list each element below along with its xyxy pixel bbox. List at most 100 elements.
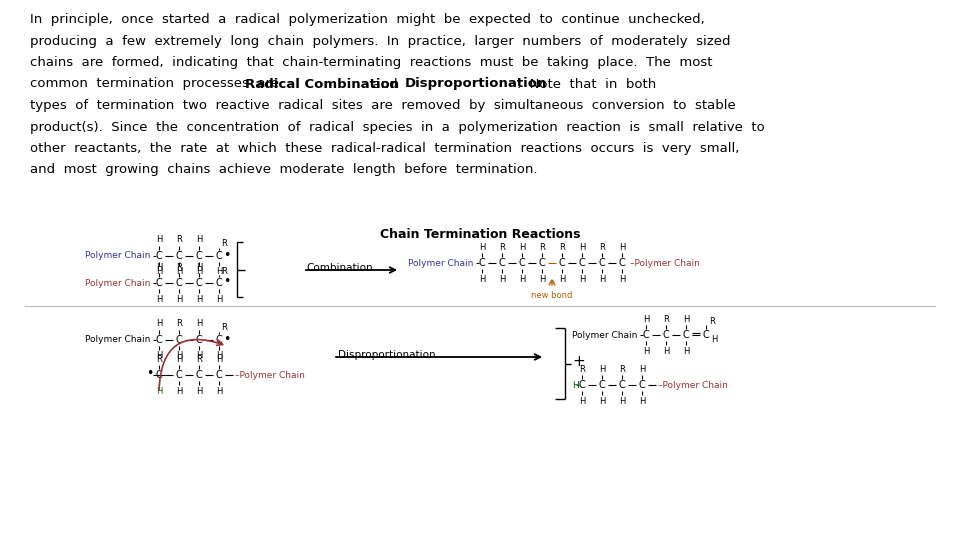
Text: H: H [196, 262, 203, 272]
Text: H: H [156, 320, 162, 328]
Text: H: H [176, 352, 182, 361]
Text: Polymer Chain: Polymer Chain [85, 252, 151, 260]
Text: C: C [216, 370, 223, 380]
Text: H: H [579, 242, 586, 252]
Text: H: H [196, 352, 203, 361]
Text: H: H [518, 242, 525, 252]
Text: C: C [642, 330, 649, 340]
Text: C: C [638, 380, 645, 390]
Text: H: H [599, 274, 605, 284]
Text: R: R [221, 267, 227, 275]
Text: H: H [156, 294, 162, 303]
Text: C: C [156, 370, 162, 380]
Text: R: R [579, 364, 585, 374]
Text: H: H [710, 334, 717, 343]
Text: R: R [156, 354, 162, 363]
Text: H: H [216, 354, 222, 363]
Text: C: C [216, 278, 223, 288]
Text: C: C [579, 258, 586, 268]
Text: and: and [364, 78, 406, 91]
Text: C: C [196, 251, 203, 261]
Text: C: C [618, 258, 625, 268]
Text: H: H [539, 274, 545, 284]
Text: H: H [196, 294, 203, 303]
Text: Disproportionation: Disproportionation [338, 350, 436, 360]
Text: –Polymer Chain: –Polymer Chain [658, 381, 728, 389]
Text: Chain Termination Reactions: Chain Termination Reactions [380, 228, 580, 241]
Text: H: H [216, 267, 222, 276]
Text: Polymer Chain: Polymer Chain [85, 279, 151, 287]
Text: H: H [156, 267, 162, 276]
Text: H: H [643, 314, 649, 323]
Text: H: H [619, 274, 625, 284]
Text: H: H [196, 320, 203, 328]
Text: H: H [518, 274, 525, 284]
Text: R: R [221, 323, 227, 333]
Text: H: H [619, 396, 625, 406]
Text: H: H [216, 352, 222, 361]
Text: R: R [176, 320, 182, 328]
Text: H: H [579, 396, 586, 406]
Text: R: R [176, 235, 182, 245]
Text: C: C [176, 370, 182, 380]
Text: other  reactants,  the  rate  at  which  these  radical-radical  termination  re: other reactants, the rate at which these… [30, 142, 739, 155]
Text: types  of  termination  two  reactive  radical  sites  are  removed  by  simulta: types of termination two reactive radica… [30, 99, 735, 112]
Text: H: H [579, 274, 586, 284]
Text: C: C [662, 330, 669, 340]
Text: producing  a  few  extremely  long  chain  polymers.  In  practice,  larger  num: producing a few extremely long chain pol… [30, 35, 731, 48]
Text: H: H [216, 294, 222, 303]
Text: C: C [216, 335, 223, 345]
Text: H: H [176, 387, 182, 395]
Text: H: H [196, 387, 203, 395]
Text: and  most  growing  chains  achieve  moderate  length  before  termination.: and most growing chains achieve moderate… [30, 164, 538, 177]
Text: C: C [156, 335, 162, 345]
Text: H: H [619, 242, 625, 252]
Text: H: H [156, 262, 162, 272]
Text: H: H [683, 347, 689, 355]
Text: H: H [643, 347, 649, 355]
Text: R: R [599, 242, 605, 252]
Text: H: H [559, 274, 565, 284]
Text: C: C [559, 258, 565, 268]
Text: C: C [498, 258, 505, 268]
Text: C: C [216, 251, 223, 261]
Text: R: R [619, 364, 625, 374]
Text: Polymer Chain: Polymer Chain [408, 259, 473, 267]
Text: H: H [572, 381, 579, 389]
Text: H: H [599, 364, 605, 374]
Text: C: C [599, 380, 606, 390]
Text: Polymer Chain: Polymer Chain [85, 335, 151, 345]
Text: H: H [638, 396, 645, 406]
Text: –Polymer Chain: –Polymer Chain [235, 370, 305, 380]
Text: In  principle,  once  started  a  radical  polymerization  might  be  expected  : In principle, once started a radical pol… [30, 13, 705, 26]
Text: H: H [216, 387, 222, 395]
Text: C: C [518, 258, 525, 268]
Text: H: H [156, 387, 162, 395]
Text: R: R [196, 354, 202, 363]
Text: Combination: Combination [306, 263, 372, 273]
Text: R: R [709, 316, 715, 326]
Text: Disproportionation: Disproportionation [405, 78, 547, 91]
Text: .  Note  that  in  both: . Note that in both [517, 78, 657, 91]
Text: H: H [479, 274, 485, 284]
Text: •: • [146, 368, 154, 381]
Text: H: H [662, 347, 669, 355]
Text: C: C [196, 335, 203, 345]
Text: H: H [176, 354, 182, 363]
Text: –Polymer Chain: –Polymer Chain [630, 259, 700, 267]
Text: C: C [479, 258, 486, 268]
Text: H: H [599, 396, 605, 406]
Text: H: H [156, 352, 162, 361]
Text: H: H [638, 364, 645, 374]
Text: H: H [176, 294, 182, 303]
Text: H: H [499, 274, 505, 284]
Text: Radical Combination: Radical Combination [246, 78, 399, 91]
Text: •: • [224, 248, 230, 261]
Text: C: C [599, 258, 606, 268]
Text: C: C [703, 330, 709, 340]
Text: C: C [156, 278, 162, 288]
Text: C: C [196, 278, 203, 288]
Text: C: C [156, 251, 162, 261]
Text: C: C [176, 335, 182, 345]
Text: R: R [176, 262, 182, 272]
